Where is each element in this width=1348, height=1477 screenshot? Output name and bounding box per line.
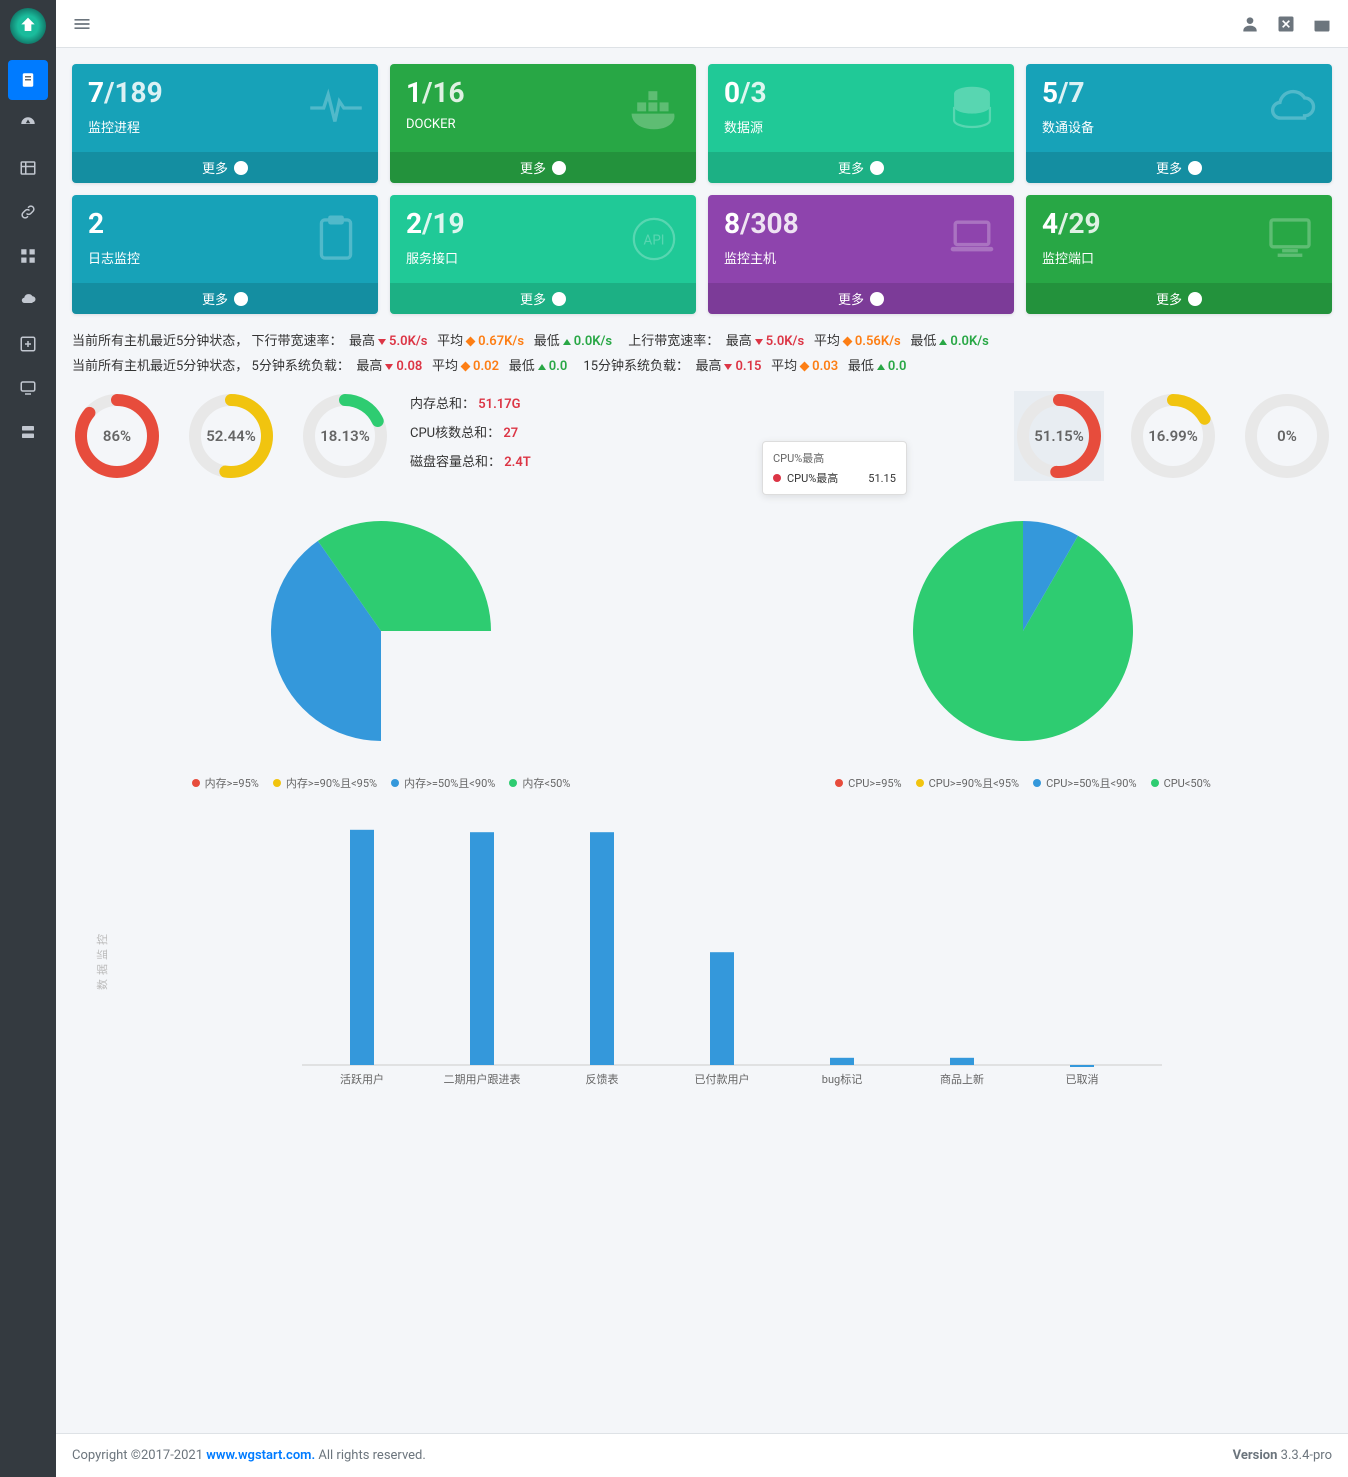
sidebar: [0, 0, 56, 1477]
stat-card-2: 0/3 数据源 更多: [708, 64, 1014, 183]
svg-text:bug标记: bug标记: [822, 1072, 862, 1086]
stat-card-6: 8/308 监控主机 更多: [708, 195, 1014, 314]
cpu-pie-chart: CPU>=95% CPU>=90%且<95% CPU>=50%且<90% CPU<50…: [714, 501, 1332, 791]
gauge: 86%: [72, 391, 162, 481]
database-icon: [944, 80, 1000, 136]
stat-card-7: 4/29 监控端口 更多: [1026, 195, 1332, 314]
docker-icon: [626, 80, 682, 136]
nav-file[interactable]: [8, 60, 48, 100]
gauge: 18.13%: [300, 391, 390, 481]
legend-item: CPU>=50%且<90%: [1033, 775, 1136, 791]
stat-card-0: 7/189 监控进程 更多: [72, 64, 378, 183]
close-icon[interactable]: [1276, 14, 1296, 34]
card-more-link[interactable]: 更多: [390, 152, 696, 183]
nav-grid[interactable]: [8, 236, 48, 276]
nav-link[interactable]: [8, 192, 48, 232]
memory-pie-chart: 内存>=95% 内存>=90%且<95% 内存>=50%且<90% 内存<50%: [72, 501, 690, 791]
legend-item: 内存<50%: [509, 775, 570, 791]
card-more-link[interactable]: 更多: [72, 283, 378, 314]
legend-item: 内存>=90%且<95%: [273, 775, 377, 791]
logo: [10, 8, 46, 44]
nav-cloud[interactable]: [8, 280, 48, 320]
bar-chart: 数据监控 活跃用户二期用户跟进表反馈表已付款用户bug标记商品上新已取消: [72, 815, 1332, 1105]
card-more-link[interactable]: 更多: [390, 283, 696, 314]
legend-item: 内存>=95%: [192, 775, 259, 791]
nav-server[interactable]: [8, 412, 48, 452]
svg-text:反馈表: 反馈表: [586, 1072, 619, 1086]
svg-text:活跃用户: 活跃用户: [340, 1072, 384, 1086]
stat-card-3: 5/7 数通设备 更多: [1026, 64, 1332, 183]
gauge: 16.99%: [1128, 391, 1218, 481]
nav-table[interactable]: [8, 148, 48, 188]
gauge: 52.44%: [186, 391, 276, 481]
footer-link[interactable]: www.wgstart.com.: [206, 1448, 315, 1463]
desktop-icon: [1262, 211, 1318, 267]
cloud-icon: [1262, 80, 1318, 136]
legend-item: CPU<50%: [1151, 775, 1211, 791]
card-more-link[interactable]: 更多: [708, 152, 1014, 183]
nav-dashboard[interactable]: [8, 104, 48, 144]
stat-card-1: 1/16 DOCKER 更多: [390, 64, 696, 183]
gauge-tooltip: CPU%最高 CPU%最高51.15: [762, 441, 907, 495]
system-info-block: 内存总和： 51.17G CPU核数总和： 27 磁盘容量总和： 2.4T: [398, 391, 1006, 477]
legend-item: CPU>=95%: [835, 775, 901, 791]
clipboard-icon: [308, 211, 364, 267]
svg-text:二期用户跟进表: 二期用户跟进表: [444, 1072, 521, 1086]
user-icon[interactable]: [1240, 14, 1260, 34]
api-icon: API: [626, 211, 682, 267]
card-more-link[interactable]: 更多: [72, 152, 378, 183]
menu-toggle-icon[interactable]: [72, 14, 92, 34]
window-icon[interactable]: [1312, 14, 1332, 34]
legend-item: 内存>=50%且<90%: [391, 775, 495, 791]
gauge-row: 86% 52.44% 18.13% 内存总和： 51.17G CPU核数总和： …: [72, 391, 1332, 481]
svg-text:已付款用户: 已付款用户: [695, 1072, 750, 1086]
footer: Copyright ©2017-2021 www.wgstart.com. Al…: [56, 1433, 1348, 1477]
stat-card-5: 2/19 服务接口 API 更多: [390, 195, 696, 314]
stat-card-4: 2 日志监控 更多: [72, 195, 378, 314]
nav-monitor[interactable]: [8, 368, 48, 408]
svg-text:API: API: [644, 234, 665, 249]
svg-text:商品上新: 商品上新: [940, 1072, 984, 1086]
card-more-link[interactable]: 更多: [1026, 283, 1332, 314]
gauge: 0%: [1242, 391, 1332, 481]
card-more-link[interactable]: 更多: [1026, 152, 1332, 183]
topbar: [56, 0, 1348, 48]
nav-plus[interactable]: [8, 324, 48, 364]
gauge: 51.15%: [1014, 391, 1104, 481]
card-more-link[interactable]: 更多: [708, 283, 1014, 314]
laptop-icon: [944, 211, 1000, 267]
stat-cards-grid: 7/189 监控进程 更多 1/16 DOCKER 更多 0/3 数据源 更多 …: [72, 64, 1332, 314]
svg-text:已取消: 已取消: [1066, 1072, 1099, 1086]
bandwidth-stats-text: 当前所有主机最近5分钟状态， 下行带宽速率： 最高5.0K/s 平均0.67K/…: [72, 330, 1332, 379]
legend-item: CPU>=90%且<95%: [916, 775, 1019, 791]
pulse-icon: [308, 80, 364, 136]
